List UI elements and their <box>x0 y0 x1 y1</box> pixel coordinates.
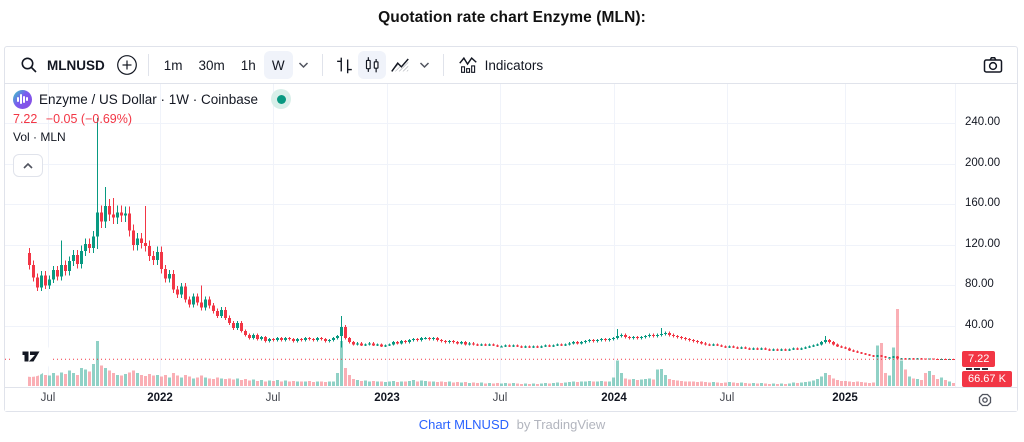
attribution: Chart MLNUSD by TradingView <box>0 417 1024 432</box>
price-tick-label: 200.00 <box>965 156 1001 169</box>
chart-link[interactable]: Chart MLNUSD <box>418 417 509 432</box>
price-change: −0.05 (−0.69%) <box>45 112 132 126</box>
style-menu-button[interactable] <box>414 51 436 79</box>
camera-icon <box>981 53 1005 77</box>
time-axis-label: Jul <box>265 392 281 404</box>
time-axis-label: Jul <box>492 392 508 404</box>
chart-legend: Enzyme / US Dollar · 1W · Coinbase 7.22 … <box>13 89 292 144</box>
chevron-down-icon <box>419 61 430 69</box>
interval-1h[interactable]: 1h <box>240 57 256 73</box>
indicators-button[interactable]: Indicators <box>451 51 550 79</box>
indicators-label: Indicators <box>484 57 544 73</box>
price-readout: 7.22 −0.05 (−0.69%) <box>13 112 291 126</box>
chevron-up-icon <box>22 157 34 175</box>
candles-style-button-active[interactable] <box>357 51 386 79</box>
price-tick-label: 120.00 <box>965 237 1001 250</box>
toolbar-separator <box>321 54 323 76</box>
collapse-legend-button[interactable] <box>13 154 43 177</box>
area-style-button[interactable] <box>386 51 414 79</box>
enzyme-logo-icon <box>13 89 32 109</box>
candles-style-icon <box>361 54 383 76</box>
add-symbol-icon <box>116 54 138 76</box>
tradingview-widget: MLNUSD 1m 30m 1h W <box>4 46 1018 412</box>
price-scale[interactable]: 7.22 66.67 K 240.00 200.00 160.00 120.00 80.… <box>955 84 1017 387</box>
tradingview-logo-watermark[interactable] <box>11 337 51 377</box>
grid <box>5 84 957 387</box>
market-status-dot-icon <box>276 94 286 104</box>
credit-text: by TradingView <box>516 417 606 432</box>
indicators-icon <box>457 54 479 76</box>
time-axis[interactable]: Jul 2022 Jul 2023 Jul 2024 Jul 2025 <box>5 387 1017 411</box>
symbol-search-button[interactable] <box>15 51 43 79</box>
symbol-title[interactable]: Enzyme / US Dollar · 1W · Coinbase <box>39 91 259 107</box>
time-axis-label: Jul <box>40 392 56 404</box>
scale-dashes <box>966 368 988 370</box>
interval-group: 1m 30m 1h W <box>156 51 315 79</box>
time-axis-label: 2023 <box>374 392 400 404</box>
chart-toolbar: MLNUSD 1m 30m 1h W <box>5 47 1017 84</box>
compare-add-button[interactable] <box>113 51 141 79</box>
price-tick-label: 240.00 <box>965 116 1001 128</box>
interval-1m[interactable]: 1m <box>163 57 183 73</box>
bars-style-icon <box>333 54 355 76</box>
price-tick-label: 80.00 <box>965 278 994 291</box>
price-tick-label: 160.00 <box>965 197 1001 210</box>
screenshot-button[interactable] <box>979 51 1007 79</box>
page-title: Quotation rate chart Enzyme (MLN): <box>378 9 646 26</box>
bars-style-button[interactable] <box>330 51 358 79</box>
last-price-badge: 7.22 <box>962 351 996 367</box>
time-axis-label: 2025 <box>832 392 858 404</box>
interval-30m[interactable]: 30m <box>198 57 225 73</box>
gear-icon <box>977 393 993 412</box>
time-axis-label: 2022 <box>147 392 173 404</box>
candlestick-chart[interactable] <box>5 84 957 387</box>
symbol-name[interactable]: MLNUSD <box>47 57 105 73</box>
interval-w-active[interactable]: W <box>263 51 293 79</box>
candles-series <box>28 117 955 361</box>
toolbar-separator <box>147 54 149 76</box>
last-volume-badge: 66.67 K <box>962 371 1012 387</box>
market-status-indicator[interactable] <box>271 89 292 109</box>
chevron-down-icon <box>298 61 309 69</box>
last-price: 7.22 <box>13 112 38 126</box>
time-axis-label: Jul <box>719 392 735 404</box>
area-style-icon <box>389 54 411 76</box>
chart-pane: Enzyme / US Dollar · 1W · Coinbase 7.22 … <box>5 84 957 387</box>
price-tick-label: 40.00 <box>965 319 994 331</box>
tradingview-logo-icon <box>20 344 42 371</box>
volume-series <box>28 309 955 386</box>
search-icon <box>20 56 38 74</box>
volume-study-label: Vol · MLN <box>13 130 66 144</box>
interval-menu-button[interactable] <box>293 51 315 79</box>
toolbar-separator <box>442 54 444 76</box>
axis-settings-button[interactable] <box>977 392 993 413</box>
chart-style-group <box>330 51 436 79</box>
time-axis-label: 2024 <box>601 392 627 404</box>
